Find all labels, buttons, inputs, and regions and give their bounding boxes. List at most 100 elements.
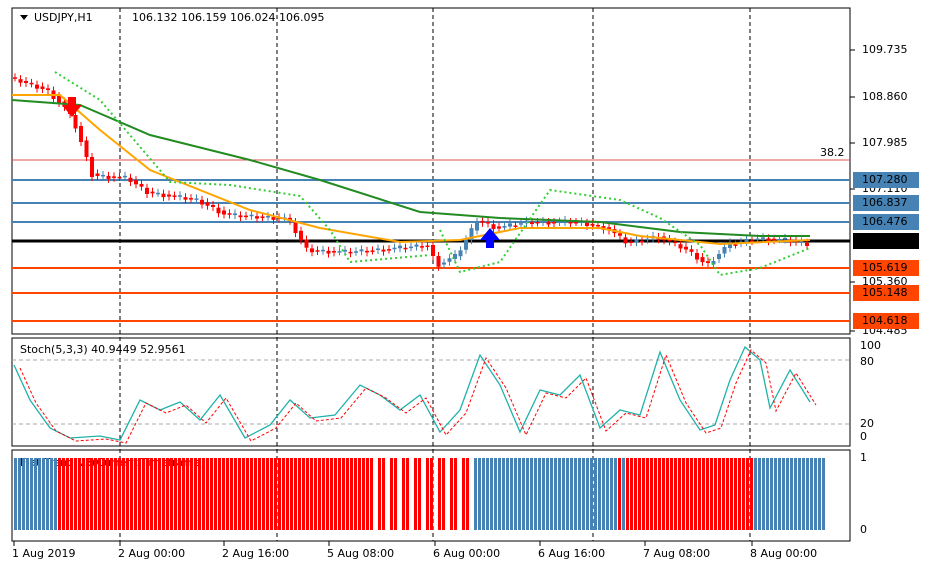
candle-body bbox=[722, 247, 727, 254]
flat-trend-bar bbox=[690, 458, 693, 530]
candle-body bbox=[684, 246, 688, 250]
flat-trend-bar bbox=[262, 458, 265, 530]
flat-trend-bar bbox=[190, 458, 193, 530]
flat-trend-bar bbox=[50, 458, 53, 530]
flat-trend-bar bbox=[102, 458, 105, 530]
flat-trend-bar bbox=[510, 458, 513, 530]
level-label: 106.476 bbox=[862, 215, 908, 228]
flat-trend-bar bbox=[454, 458, 457, 530]
candle-body bbox=[799, 241, 804, 243]
flat-trend-bar bbox=[538, 458, 541, 530]
candle-body bbox=[706, 261, 710, 263]
candle-body bbox=[425, 245, 430, 248]
flat-trend-bar bbox=[526, 458, 529, 530]
flat-trend-bar bbox=[578, 458, 581, 530]
flat-trend-bar bbox=[610, 458, 613, 530]
sar bbox=[54, 71, 431, 264]
stoch-signal bbox=[19, 349, 817, 444]
flat-trend-bar bbox=[402, 458, 405, 530]
flat-trend-bar bbox=[450, 458, 453, 530]
candle-body bbox=[590, 223, 595, 226]
flat-trend-bar bbox=[810, 458, 813, 530]
flat-trend-bar bbox=[322, 458, 325, 530]
candle-body bbox=[359, 249, 364, 252]
candle-body bbox=[442, 262, 446, 265]
flat-trend-bar bbox=[242, 458, 245, 530]
flat-trend-bar bbox=[94, 458, 97, 530]
candle-body bbox=[387, 249, 391, 251]
flat-trend-bar bbox=[618, 458, 621, 530]
level-label: 104.618 bbox=[862, 314, 908, 327]
flat-trend-bar bbox=[686, 458, 689, 530]
flat-trend-bar bbox=[26, 458, 29, 530]
flat-trend-bar bbox=[18, 458, 21, 530]
candle-body bbox=[95, 173, 100, 176]
candle-body bbox=[156, 192, 160, 195]
flat-trend-bar bbox=[726, 458, 729, 530]
candle-body bbox=[315, 250, 320, 252]
flat-trend-bar bbox=[738, 458, 741, 530]
candle-body bbox=[326, 250, 331, 254]
candle-body bbox=[139, 183, 144, 187]
candle-body bbox=[172, 195, 177, 197]
flat-trend-bar bbox=[226, 458, 229, 530]
flat-trend-bar bbox=[274, 458, 277, 530]
flat-trend-bar bbox=[750, 458, 753, 530]
flat-trend-bar bbox=[422, 458, 425, 530]
flat-trend-bar bbox=[394, 458, 397, 530]
flat-trend-bar bbox=[474, 458, 477, 530]
flat-trend-bar bbox=[554, 458, 557, 530]
flat-trend-bar bbox=[78, 458, 81, 530]
flat-trend-bar bbox=[358, 458, 361, 530]
level-box bbox=[853, 172, 919, 188]
flat-trend-bar bbox=[678, 458, 681, 530]
flat-trend-bar bbox=[550, 458, 553, 530]
candle-body bbox=[150, 191, 155, 194]
flat-trend-bar bbox=[370, 458, 373, 530]
level-box bbox=[853, 195, 919, 211]
flat-trend-bar bbox=[146, 458, 149, 530]
candle-body bbox=[755, 238, 760, 241]
candle-body bbox=[618, 233, 622, 236]
fast-ma bbox=[12, 94, 811, 246]
level-label: 105.148 bbox=[862, 286, 908, 299]
flat-trend-bar bbox=[718, 458, 721, 530]
candle-body bbox=[255, 216, 259, 219]
candle-body bbox=[480, 220, 485, 223]
level-box bbox=[853, 285, 919, 301]
level-box bbox=[853, 260, 919, 276]
candle-body bbox=[73, 115, 78, 129]
flat-trend-bar bbox=[90, 458, 93, 530]
candle-body bbox=[299, 230, 303, 241]
candle-body bbox=[453, 254, 457, 259]
flat-trend-bar bbox=[46, 458, 49, 530]
flat-trend-bar bbox=[362, 458, 365, 530]
candle-body bbox=[513, 225, 518, 227]
flat-trend-bar bbox=[446, 458, 449, 530]
flat-trend-bar bbox=[250, 458, 253, 530]
flat-trend-bar bbox=[714, 458, 717, 530]
candle-body bbox=[733, 244, 738, 246]
candle-body bbox=[29, 82, 34, 85]
flat-trend-bar bbox=[290, 458, 293, 530]
flat-trend-bar bbox=[294, 458, 297, 530]
flat-trend-bar bbox=[466, 458, 469, 530]
flat-trend-bar bbox=[818, 458, 821, 530]
candle-body bbox=[46, 88, 50, 90]
flat-trend-bar bbox=[614, 458, 617, 530]
flat-trend-bar bbox=[306, 458, 309, 530]
flat-trend-bar bbox=[586, 458, 589, 530]
candle-body bbox=[750, 240, 754, 243]
candle-body bbox=[678, 244, 683, 249]
candle-body bbox=[260, 216, 265, 218]
flat-trend-bar bbox=[30, 458, 33, 530]
candle-body bbox=[409, 246, 413, 249]
flat-trend-bar bbox=[134, 458, 137, 530]
menu-arrow[interactable] bbox=[20, 15, 28, 20]
flat-trend-bar bbox=[754, 458, 757, 530]
flat-trend-bar bbox=[390, 458, 393, 530]
time-label: 7 Aug 08:00 bbox=[643, 547, 710, 560]
flat-trend-bar bbox=[126, 458, 129, 530]
flat-trend-bar bbox=[334, 458, 337, 530]
flat-trend-bar bbox=[354, 458, 357, 530]
